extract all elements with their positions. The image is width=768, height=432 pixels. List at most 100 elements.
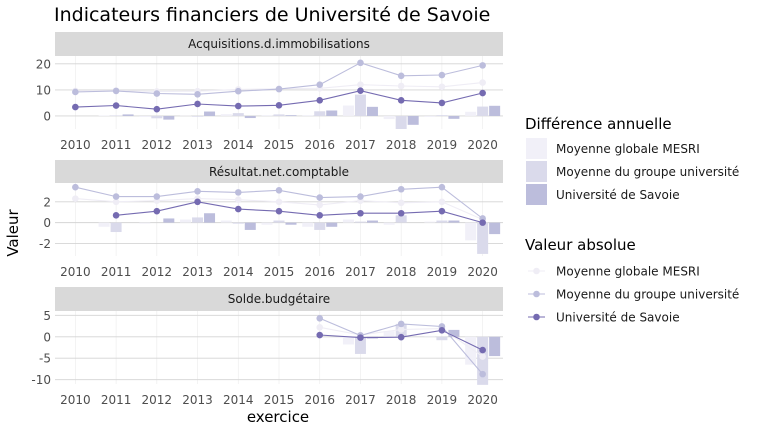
y-tick-label: 5 (43, 309, 51, 323)
bar-universit-de-savoie-2019 (448, 329, 460, 337)
bar-universit-de-savoie-2020 (489, 222, 501, 235)
bar-moyenne-globale-mesri-2016 (302, 222, 314, 227)
point-moyenne-du-groupe-universit-2015 (275, 85, 283, 93)
bar-moyenne-globale-mesri-2014 (220, 220, 232, 223)
bar-moyenne-du-groupe-universit-2013 (192, 115, 204, 117)
x-tick-label: 2020 (467, 393, 498, 407)
x-tick-label: 2010 (60, 393, 91, 407)
point-moyenne-globale-mesri-2014 (234, 196, 242, 203)
legend-label: Université de Savoie (556, 188, 680, 202)
point-universit-de-savoie-2019 (438, 99, 446, 107)
point-universit-de-savoie-2019 (438, 207, 446, 215)
point-moyenne-du-groupe-universit-2010 (72, 88, 79, 96)
point-universit-de-savoie-2015 (275, 207, 283, 215)
panel-r-sultat-net-comptable: Résultat.net.comptable -2 0 2 2010 2011 2012 20… (39, 160, 503, 279)
legend-label: Université de Savoie (556, 311, 680, 325)
point-moyenne-globale-mesri-2017 (357, 81, 364, 88)
line-universit-de-savoie (116, 201, 483, 224)
point-universit-de-savoie-2017 (357, 334, 364, 341)
bar-moyenne-globale-mesri-2017 (342, 336, 354, 345)
x-tick-label: 2012 (142, 265, 173, 279)
point-moyenne-du-groupe-universit-2012 (153, 193, 161, 200)
panel-title: Acquisitions.d.immobilisations (188, 37, 370, 51)
point-moyenne-globale-mesri-2016 (316, 201, 324, 209)
y-tick-label: 10 (36, 83, 51, 97)
x-tick-label: 2015 (264, 138, 295, 152)
x-tick-label: 2013 (182, 393, 213, 407)
x-tick-label: 2020 (467, 265, 498, 279)
bar-universit-de-savoie-2016 (326, 110, 338, 116)
point-moyenne-du-groupe-universit-2011 (112, 193, 120, 200)
bar-universit-de-savoie-2015 (285, 222, 297, 225)
bar-moyenne-du-groupe-universit-2017 (354, 221, 366, 223)
point-moyenne-du-groupe-universit-2011 (112, 87, 120, 95)
bar-moyenne-globale-mesri-2013 (180, 219, 192, 223)
legend-absolute-values: Valeur absolue Moyenne globale MESRI Moyen… (525, 236, 739, 325)
bar-moyenne-du-groupe-universit-2017 (354, 336, 366, 354)
y-tick-label: 0 (43, 216, 51, 230)
x-tick-label: 2020 (467, 138, 498, 152)
point-universit-de-savoie-2019 (438, 327, 446, 334)
point-universit-de-savoie-2013 (194, 100, 201, 108)
point-universit-de-savoie-2017 (357, 209, 364, 217)
bar-universit-de-savoie-2017 (366, 106, 378, 116)
bar-moyenne-globale-mesri-2018 (383, 331, 395, 337)
bar-moyenne-globale-mesri-2011 (98, 222, 110, 227)
x-tick-label: 2013 (182, 138, 213, 152)
legend-label: Moyenne globale MESRI (556, 142, 700, 156)
point-moyenne-du-groupe-universit-2013 (194, 91, 201, 98)
x-tick-label: 2015 (264, 393, 295, 407)
point-universit-de-savoie-2020 (479, 89, 486, 97)
y-tick-label: -10 (31, 373, 51, 387)
bar-moyenne-du-groupe-universit-2016 (314, 222, 326, 230)
legend-key (526, 138, 547, 159)
bar-moyenne-globale-mesri-2014 (220, 114, 232, 116)
point-moyenne-du-groupe-universit-2020 (479, 370, 486, 378)
panel-solde-budg-taire: Solde.budgétaire -10 -5 0 5 2010 2011 2012 2013 2… (31, 287, 503, 407)
point-moyenne-du-groupe-universit-2010 (72, 183, 79, 191)
point-moyenne-globale-mesri-2011 (112, 198, 120, 206)
point-universit-de-savoie-2012 (153, 105, 161, 113)
point-moyenne-globale-mesri-2018 (397, 82, 405, 90)
bar-moyenne-globale-mesri-2019 (424, 221, 436, 223)
bar-universit-de-savoie-2014 (244, 222, 256, 230)
point-moyenne-du-groupe-universit-2017 (357, 59, 364, 67)
bar-moyenne-du-groupe-universit-2011 (110, 115, 122, 116)
bar-moyenne-du-groupe-universit-2020 (477, 222, 489, 254)
point-universit-de-savoie-2016 (316, 97, 324, 104)
panel-title: Résultat.net.comptable (209, 165, 349, 179)
panel-strip (55, 160, 503, 183)
legend-key-point (533, 267, 540, 275)
y-tick-label: 20 (36, 57, 51, 71)
point-moyenne-du-groupe-universit-2014 (234, 189, 242, 196)
y-tick-label: -2 (39, 237, 51, 251)
bar-moyenne-du-groupe-universit-2020 (477, 336, 489, 385)
point-moyenne-du-groupe-universit-2013 (194, 188, 201, 195)
bar-moyenne-du-groupe-universit-2014 (232, 113, 244, 116)
x-tick-label: 2015 (264, 265, 295, 279)
bar-universit-de-savoie-2016 (326, 222, 338, 227)
point-universit-de-savoie-2016 (316, 212, 324, 219)
x-tick-label: 2019 (427, 138, 458, 152)
x-tick-label: 2019 (427, 393, 458, 407)
point-moyenne-globale-mesri-2020 (479, 353, 486, 360)
bar-moyenne-du-groupe-universit-2017 (354, 94, 366, 116)
point-moyenne-globale-mesri-2018 (397, 199, 405, 207)
point-moyenne-du-groupe-universit-2018 (397, 320, 405, 328)
point-moyenne-globale-mesri-2019 (438, 198, 446, 206)
bar-moyenne-du-groupe-universit-2014 (232, 222, 244, 224)
point-universit-de-savoie-2011 (112, 212, 120, 219)
x-tick-label: 2018 (386, 138, 417, 152)
bar-moyenne-du-groupe-universit-2015 (273, 220, 285, 223)
point-universit-de-savoie-2020 (479, 219, 486, 226)
bar-moyenne-globale-mesri-2017 (342, 105, 354, 116)
bar-moyenne-globale-mesri-2012 (139, 115, 151, 118)
point-moyenne-globale-mesri-2015 (275, 198, 283, 206)
point-universit-de-savoie-2020 (479, 346, 486, 354)
point-universit-de-savoie-2015 (275, 101, 283, 109)
x-tick-label: 2012 (142, 393, 173, 407)
x-axis-label: exercice (247, 408, 309, 426)
panel-title: Solde.budgétaire (228, 292, 330, 306)
bar-moyenne-du-groupe-universit-2016 (314, 111, 326, 116)
point-universit-de-savoie-2018 (397, 333, 405, 341)
